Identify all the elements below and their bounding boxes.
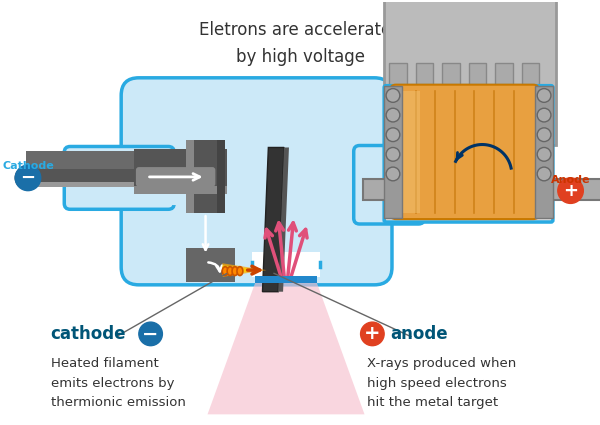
Bar: [186, 140, 225, 213]
Text: cathode: cathode: [50, 325, 126, 343]
Text: anode: anode: [390, 325, 448, 343]
Polygon shape: [262, 147, 284, 292]
Ellipse shape: [227, 266, 233, 275]
Bar: [416, 102, 433, 144]
Ellipse shape: [232, 266, 238, 275]
Bar: [396, 91, 421, 213]
Bar: [469, 102, 486, 144]
FancyBboxPatch shape: [121, 78, 392, 285]
Bar: [26, 182, 134, 187]
Circle shape: [386, 147, 400, 161]
Bar: [416, 63, 433, 105]
Bar: [26, 169, 134, 187]
Bar: [495, 63, 512, 105]
Bar: [535, 86, 553, 218]
Circle shape: [386, 128, 400, 142]
Circle shape: [15, 167, 37, 189]
Bar: [384, 0, 556, 144]
Circle shape: [386, 167, 400, 181]
Bar: [157, 153, 181, 204]
Circle shape: [537, 167, 551, 181]
Bar: [26, 151, 134, 169]
Polygon shape: [278, 147, 289, 292]
Bar: [389, 102, 407, 144]
Bar: [389, 63, 407, 105]
Circle shape: [537, 88, 551, 102]
FancyBboxPatch shape: [390, 85, 539, 219]
Bar: [251, 252, 320, 277]
Polygon shape: [222, 263, 266, 277]
Bar: [495, 102, 512, 144]
FancyBboxPatch shape: [136, 167, 215, 187]
Circle shape: [537, 147, 551, 161]
Bar: [442, 63, 460, 105]
FancyBboxPatch shape: [384, 86, 553, 222]
Text: Anode: Anode: [551, 175, 590, 185]
Polygon shape: [222, 265, 262, 275]
Text: +: +: [364, 324, 380, 343]
Text: −: −: [20, 169, 35, 187]
Bar: [359, 151, 379, 218]
Text: Cathode: Cathode: [2, 161, 54, 171]
Bar: [384, 86, 402, 218]
Bar: [134, 150, 227, 193]
FancyBboxPatch shape: [354, 145, 424, 224]
Circle shape: [558, 178, 583, 204]
Polygon shape: [208, 279, 365, 414]
Bar: [134, 186, 227, 193]
Circle shape: [386, 108, 400, 122]
Bar: [217, 140, 225, 213]
Text: X-rays produced when
high speed electrons
hit the metal target: X-rays produced when high speed electron…: [367, 357, 517, 409]
Bar: [469, 63, 486, 105]
Bar: [521, 102, 539, 144]
Bar: [362, 179, 390, 201]
Circle shape: [139, 322, 163, 346]
Ellipse shape: [222, 266, 228, 275]
Circle shape: [537, 128, 551, 142]
Circle shape: [386, 88, 400, 102]
Bar: [186, 247, 235, 282]
Bar: [553, 179, 600, 201]
Circle shape: [537, 108, 551, 122]
Text: +: +: [563, 181, 578, 200]
Bar: [442, 102, 460, 144]
Ellipse shape: [237, 266, 243, 275]
Circle shape: [361, 322, 384, 346]
Text: Heated filament
emits electrons by
thermionic emission: Heated filament emits electrons by therm…: [50, 357, 185, 409]
Bar: [186, 140, 194, 213]
Bar: [521, 63, 539, 105]
FancyBboxPatch shape: [64, 147, 174, 209]
Text: Eletrons are accelerated
by high voltage: Eletrons are accelerated by high voltage: [199, 21, 402, 65]
Circle shape: [15, 165, 41, 191]
Bar: [254, 276, 317, 283]
Text: −: −: [142, 324, 159, 343]
